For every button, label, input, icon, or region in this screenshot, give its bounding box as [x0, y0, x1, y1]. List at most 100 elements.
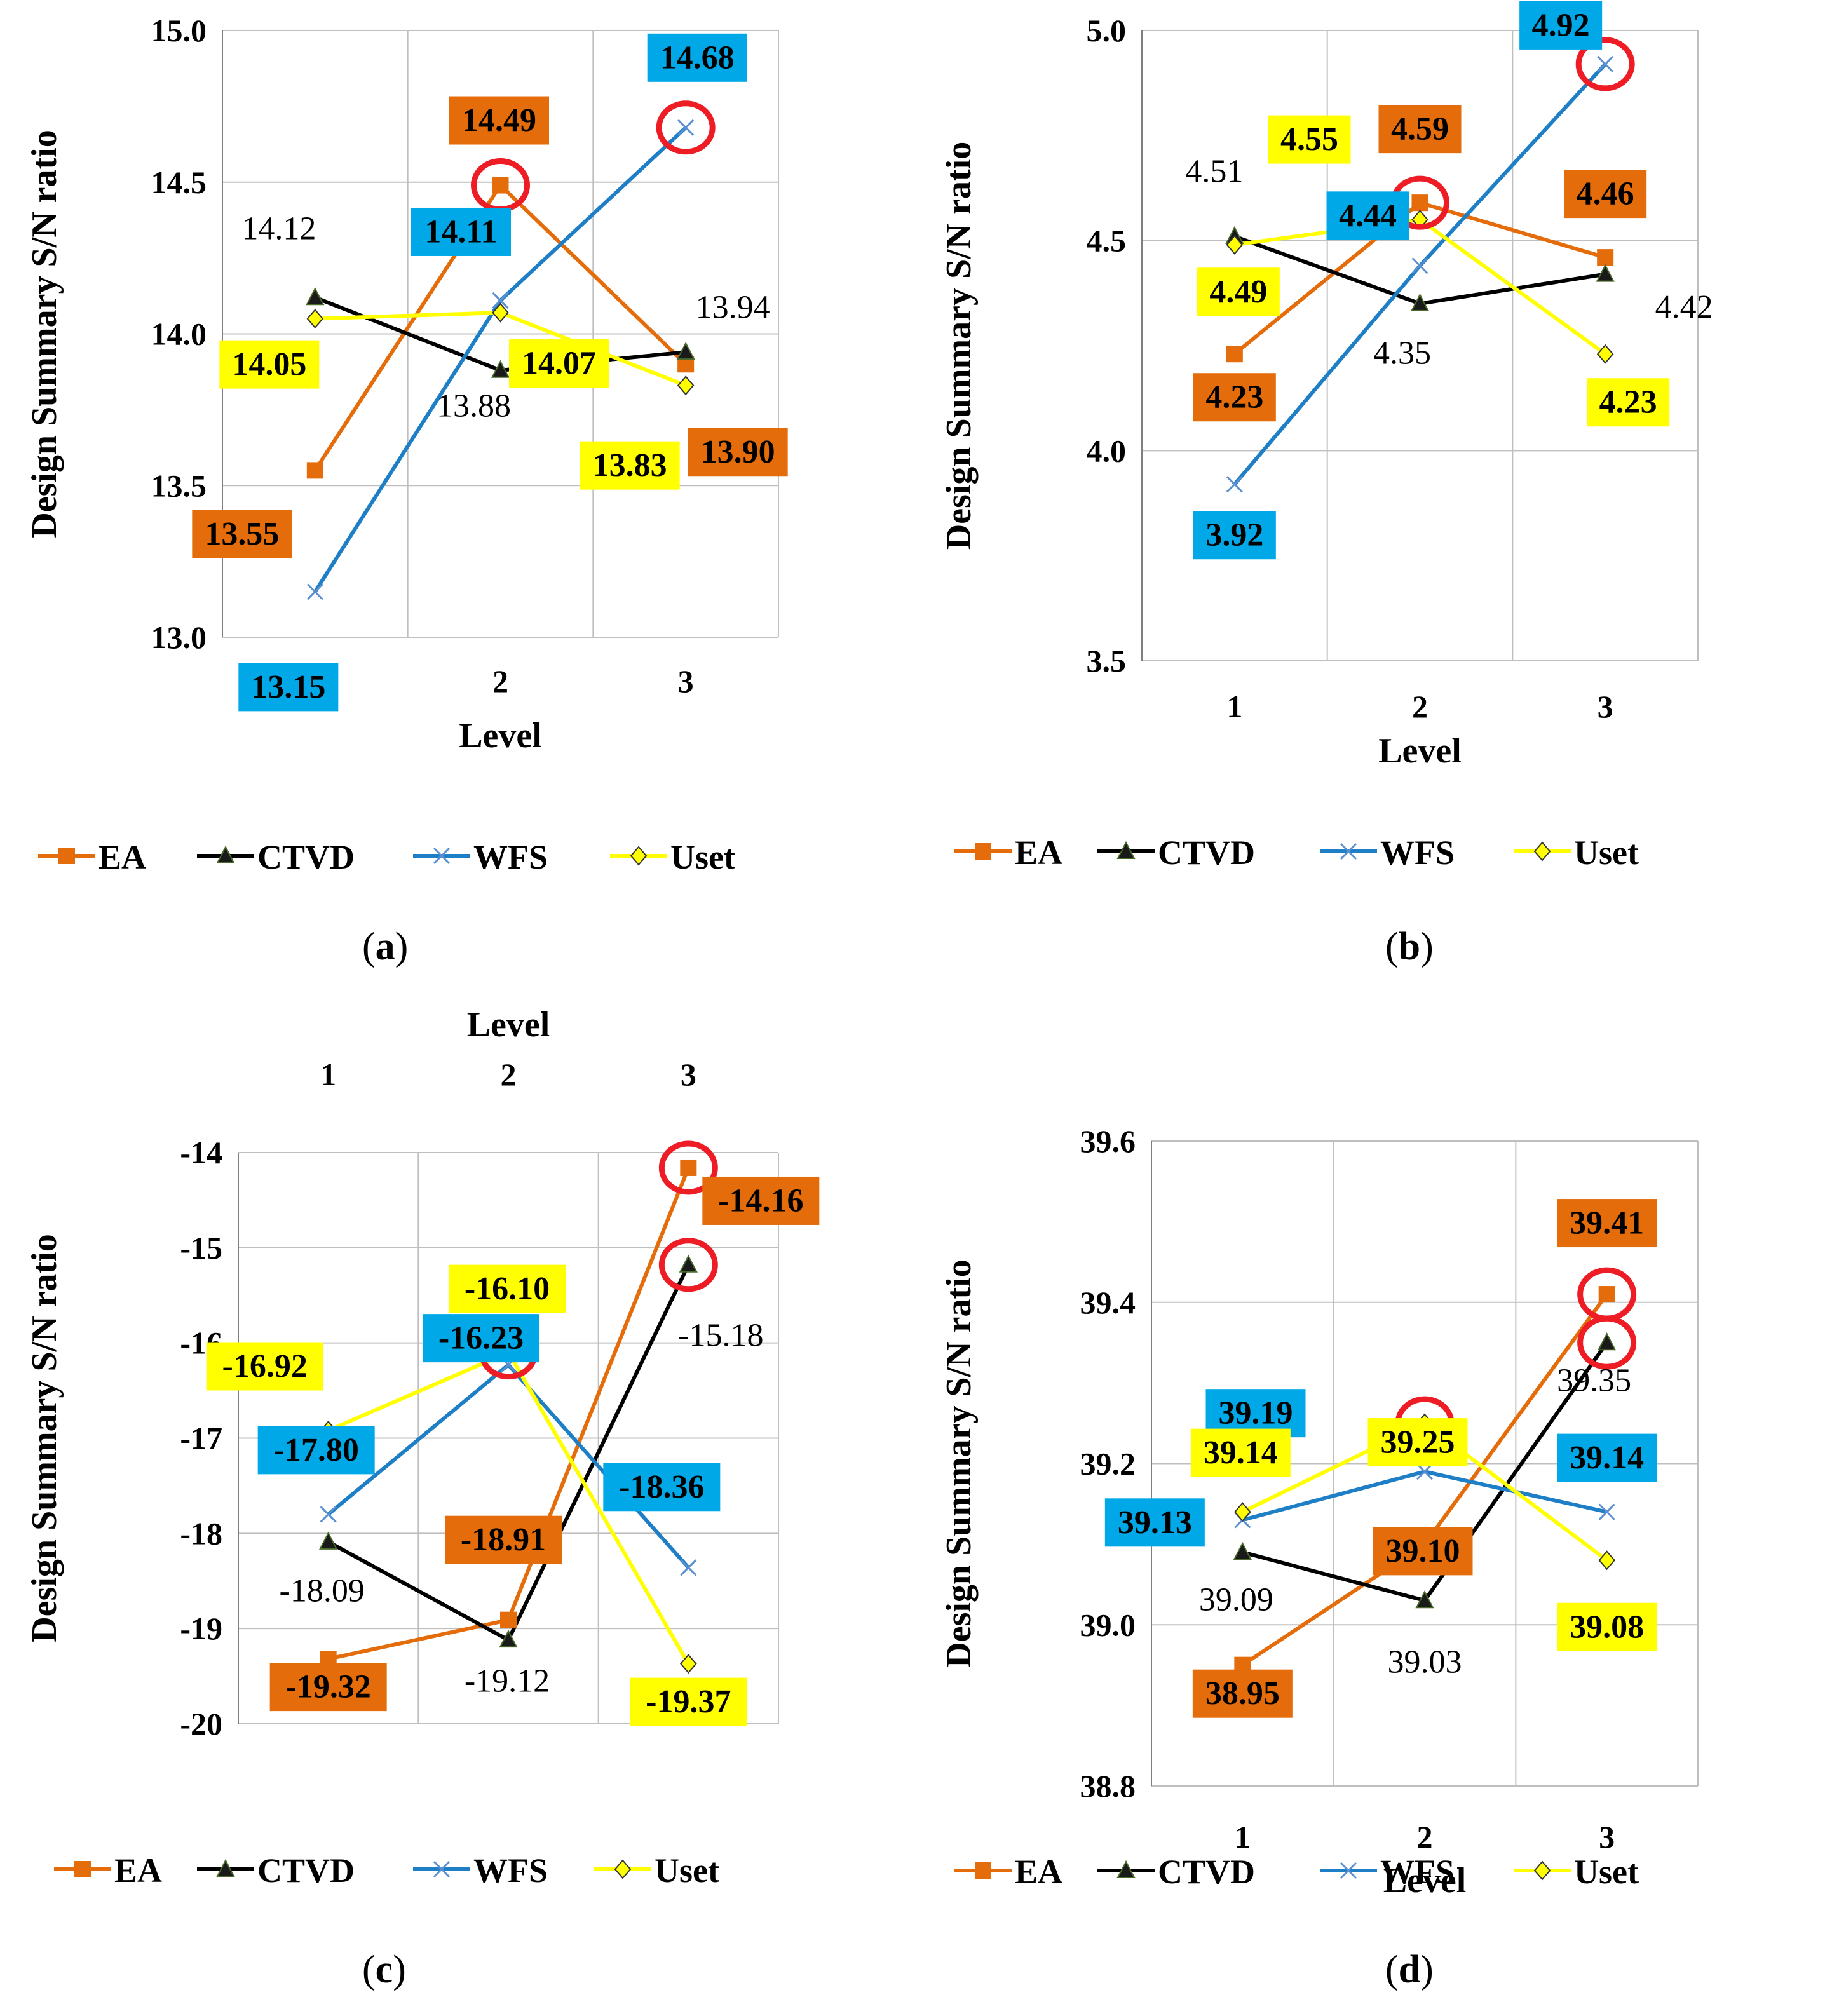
x-tick-label: 3 [1599, 1819, 1615, 1855]
data-label-ea: -19.32 [286, 1669, 371, 1705]
data-label-box-uset [1197, 267, 1280, 316]
data-label-box-ea [445, 1515, 562, 1564]
data-label-box-wfs [411, 207, 511, 256]
x-axis-title: Level [467, 1005, 550, 1045]
legend-label-ea: EA [98, 838, 146, 876]
marker-uset [1234, 1502, 1251, 1522]
caption-a: (a) [362, 925, 409, 968]
data-label-box-wfs [238, 663, 339, 712]
data-label-wfs: 13.15 [251, 669, 325, 705]
x-tick-label: 1 [1235, 1819, 1251, 1855]
data-label-ea: -14.16 [718, 1182, 803, 1219]
marker-uset [677, 375, 695, 396]
legend-label-ea: EA [1015, 834, 1062, 872]
legend-marker-ea [975, 843, 991, 860]
data-label-ea: 4.46 [1577, 176, 1634, 212]
data-label-wfs: -16.23 [438, 1320, 524, 1356]
x-tick-label: 1 [1226, 689, 1242, 724]
marker-wfs [306, 583, 323, 600]
highlight-circle [658, 1238, 718, 1292]
marker-ctvd [1598, 1332, 1617, 1351]
data-label-box-wfs [647, 33, 747, 82]
data-label-uset: 4.49 [1209, 274, 1267, 310]
y-tick-label: 39.0 [1080, 1607, 1136, 1642]
data-label-uset: 39.08 [1570, 1609, 1644, 1645]
legend-marker-uset [614, 1859, 632, 1879]
x-axis-title: Level [459, 716, 542, 755]
marker-ctvd [679, 1254, 698, 1273]
data-label-uset: 13.83 [593, 447, 667, 484]
chart-panel-d: 38.8 39.0 39.2 39.4 39.6 1 2 3 Level Design Summa… [939, 1123, 1699, 1900]
y-tick-label: -14 [180, 1135, 222, 1170]
data-label-ea: 4.23 [1205, 379, 1263, 416]
legend-label-wfs: WFS [473, 838, 548, 876]
marker-ctvd [491, 360, 510, 378]
data-label-box-ea [688, 428, 788, 477]
data-label-uset: 14.05 [232, 346, 306, 382]
legend-marker-wfs [1340, 1862, 1357, 1879]
marker-wfs [677, 119, 695, 136]
legend-label-uset: Uset [655, 1851, 719, 1890]
data-label-box-ea [1192, 1669, 1293, 1718]
highlight-circle [1577, 1315, 1637, 1370]
series-line-ea [328, 1167, 691, 1661]
x-tick-label: 2 [492, 663, 508, 699]
marker-wfs [1416, 1463, 1434, 1480]
data-label-ea: -18.91 [461, 1522, 546, 1558]
data-label-ctvd: 39.03 [1388, 1644, 1462, 1681]
data-label-ctvd: 13.94 [696, 290, 770, 326]
data-label-wfs: 3.92 [1205, 517, 1263, 553]
caption-letter: a [375, 925, 395, 968]
data-label-wfs: 4.44 [1339, 198, 1397, 234]
marker-wfs [1597, 55, 1614, 72]
series-markers-ctvd [1233, 1332, 1617, 1609]
data-label-box-wfs [1104, 1498, 1205, 1547]
caption-c: (c) [362, 1948, 406, 1991]
data-label-ea: 13.90 [701, 434, 775, 470]
marker-wfs [320, 1506, 337, 1523]
marker-uset [1226, 234, 1244, 255]
marker-uset [1598, 1550, 1615, 1571]
data-label-ctvd: 4.42 [1655, 289, 1713, 325]
data-label-uset: -19.37 [646, 1684, 731, 1720]
series-markers-wfs [1226, 55, 1614, 493]
data-label-ctvd: 14.12 [241, 211, 316, 247]
y-axis-title: Design Summary S/N ratio [25, 1234, 64, 1642]
series-line-wfs [1242, 1470, 1608, 1522]
legend-label-uset: Uset [670, 838, 735, 876]
marker-ctvd [499, 1629, 518, 1648]
marker-ea [492, 177, 509, 194]
marker-ctvd [1415, 1590, 1434, 1609]
data-label-ea: 38.95 [1205, 1675, 1280, 1712]
legend-marker-uset [630, 846, 648, 866]
data-label-wfs: 39.13 [1118, 1505, 1192, 1541]
y-tick-label: -19 [180, 1611, 222, 1646]
marker-uset [492, 302, 509, 323]
marker-ctvd [1233, 1541, 1252, 1560]
y-tick-label: 39.6 [1080, 1123, 1136, 1159]
data-label-wfs: 4.92 [1532, 7, 1590, 43]
x-tick-label: 2 [501, 1057, 517, 1092]
y-tick-label: 38.8 [1080, 1768, 1136, 1804]
data-label-box-ea [702, 1176, 820, 1225]
series-line-ea [1241, 1293, 1609, 1667]
marker-wfs [492, 292, 509, 309]
legend-label-ctvd: CTVD [257, 838, 355, 876]
x-tick-label: 3 [681, 1057, 696, 1092]
data-label-box-ea [1557, 1199, 1657, 1248]
chart-panel-b: 3.5 4.0 4.5 5.0 1 2 3 Level Design Summary S/N r… [939, 1, 1713, 872]
legend-label-uset: Uset [1574, 1853, 1639, 1891]
marker-ea [1597, 249, 1614, 266]
legend-label-ctvd: CTVD [1158, 834, 1255, 872]
data-label-box-uset [206, 1342, 323, 1391]
caption-letter: b [1398, 925, 1421, 968]
data-label-box-wfs [257, 1426, 375, 1475]
legend-marker-wfs [433, 1860, 451, 1878]
data-label-ea: 39.41 [1570, 1205, 1644, 1241]
marker-ctvd [1596, 264, 1615, 282]
data-label-wfs: 39.19 [1219, 1395, 1293, 1431]
y-tick-label: 14.0 [151, 316, 207, 352]
legend: EA CTVD WFS Uset [54, 1851, 719, 1890]
